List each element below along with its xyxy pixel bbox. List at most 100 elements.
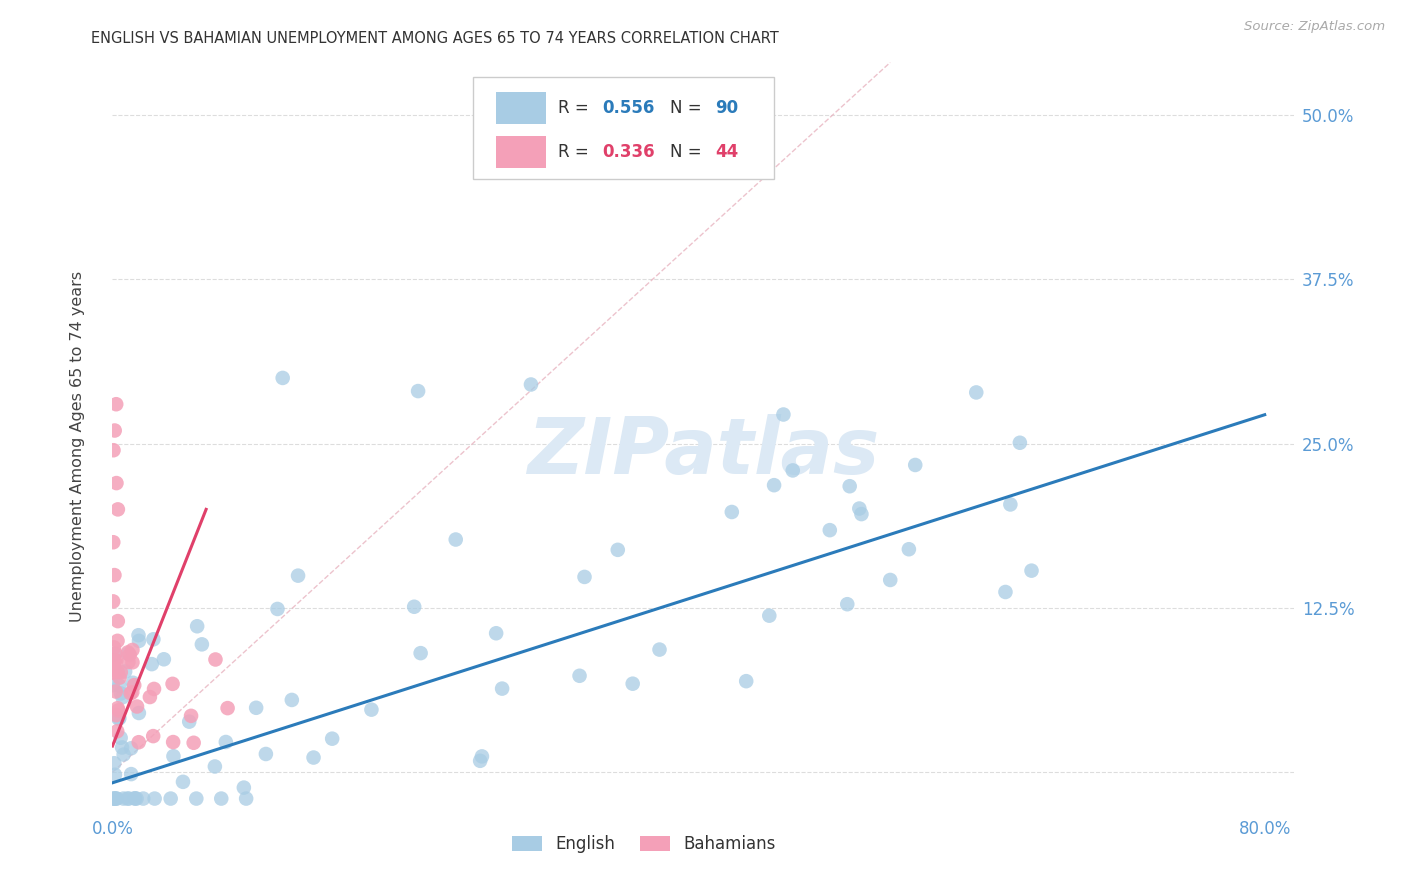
Point [128, 706, 150, 720]
Point [107, 614, 129, 628]
Point [124, 791, 146, 805]
Point [271, 371, 294, 385]
Point [110, 665, 132, 680]
Point [720, 505, 742, 519]
Text: ENGLISH VS BAHAMIAN UNEMPLOYMENT AMONG AGES 65 TO 74 YEARS CORRELATION CHART: ENGLISH VS BAHAMIAN UNEMPLOYMENT AMONG A… [91, 31, 779, 46]
Point [568, 669, 591, 683]
Point [110, 686, 132, 700]
Point [409, 646, 432, 660]
Point [782, 463, 804, 477]
Point [103, 568, 125, 582]
Point [772, 408, 794, 422]
Text: 0.336: 0.336 [603, 143, 655, 161]
Point [104, 791, 127, 805]
Text: 90: 90 [714, 99, 738, 117]
Point [132, 791, 155, 805]
Point [191, 637, 214, 651]
Point [101, 791, 124, 805]
Point [404, 599, 426, 614]
Point [103, 654, 125, 668]
Point [172, 774, 194, 789]
Point [103, 661, 125, 675]
Point [118, 648, 141, 662]
Point [818, 523, 841, 537]
Point [103, 756, 125, 771]
Point [118, 791, 141, 805]
Text: ZIPatlas: ZIPatlas [527, 414, 879, 490]
Point [117, 791, 139, 805]
Point [245, 700, 267, 714]
Text: Source: ZipAtlas.com: Source: ZipAtlas.com [1244, 20, 1385, 33]
Point [621, 676, 644, 690]
Point [994, 585, 1017, 599]
Point [142, 729, 165, 743]
Text: 0.556: 0.556 [603, 99, 655, 117]
Point [103, 640, 125, 655]
Point [179, 714, 201, 729]
Point [254, 747, 277, 761]
Text: 44: 44 [714, 143, 738, 161]
Point [128, 628, 150, 642]
Point [471, 749, 494, 764]
Point [1000, 498, 1022, 512]
Point [215, 735, 238, 749]
Legend: English, Bahamians: English, Bahamians [505, 829, 783, 860]
Point [648, 642, 671, 657]
Point [120, 686, 142, 700]
Point [606, 542, 628, 557]
Point [232, 780, 254, 795]
Point [520, 377, 543, 392]
Point [104, 684, 127, 698]
Point [217, 701, 239, 715]
Point [1021, 564, 1043, 578]
Point [128, 735, 150, 749]
Point [121, 655, 143, 669]
Point [204, 759, 226, 773]
Point [838, 479, 860, 493]
Point [287, 568, 309, 582]
Point [104, 647, 127, 661]
Point [180, 709, 202, 723]
Text: Unemployment Among Ages 65 to 74 years: Unemployment Among Ages 65 to 74 years [70, 270, 84, 622]
Point [120, 767, 142, 781]
Point [837, 597, 859, 611]
Point [186, 791, 208, 805]
Point [101, 594, 124, 608]
FancyBboxPatch shape [496, 93, 546, 124]
Point [763, 478, 786, 492]
Point [848, 501, 870, 516]
Point [153, 652, 176, 666]
Point [124, 791, 146, 805]
Point [114, 665, 136, 679]
Point [104, 791, 127, 805]
Point [103, 535, 125, 549]
Text: R =: R = [558, 99, 593, 117]
Point [281, 693, 304, 707]
Point [186, 619, 208, 633]
Point [904, 458, 927, 472]
Point [209, 791, 232, 805]
Point [1008, 435, 1031, 450]
Point [143, 791, 166, 805]
FancyBboxPatch shape [472, 78, 773, 178]
Point [108, 711, 131, 725]
Point [491, 681, 513, 696]
Point [103, 647, 125, 661]
Point [758, 608, 780, 623]
Point [470, 754, 492, 768]
Point [107, 701, 129, 715]
Point [897, 542, 920, 557]
Point [105, 397, 128, 411]
Text: N =: N = [669, 99, 707, 117]
Point [105, 791, 128, 805]
Point [103, 443, 125, 458]
Point [965, 385, 987, 400]
Point [120, 741, 142, 756]
Point [321, 731, 343, 746]
Point [121, 685, 143, 699]
Point [108, 671, 131, 685]
Point [108, 679, 131, 693]
Point [111, 740, 134, 755]
Point [159, 791, 181, 805]
Point [101, 678, 124, 692]
